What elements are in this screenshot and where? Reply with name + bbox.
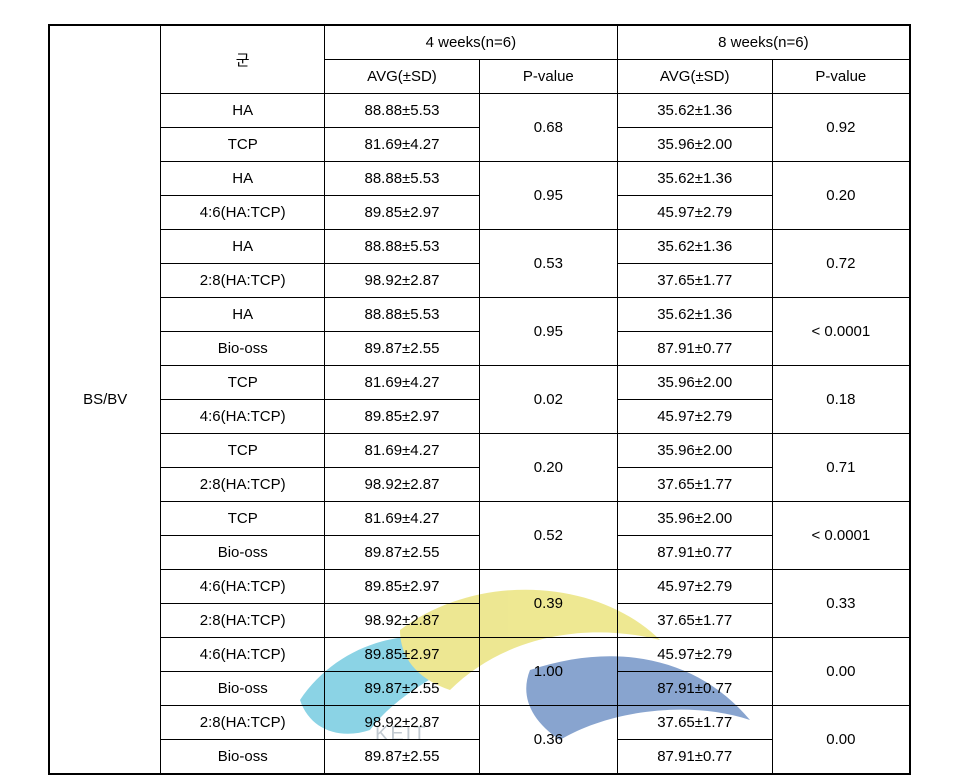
- avg-8w-cell: 87.91±0.77: [617, 332, 772, 366]
- pvalue-8w-cell: 0.72: [772, 230, 910, 298]
- group-cell: TCP: [161, 502, 325, 536]
- avg-4w-cell: 81.69±4.27: [325, 366, 480, 400]
- pvalue-4w-cell: 1.00: [479, 638, 617, 706]
- avg-4w-cell: 81.69±4.27: [325, 128, 480, 162]
- pvalue-8w-cell: 0.33: [772, 570, 910, 638]
- avg-8w-cell: 45.97±2.79: [617, 570, 772, 604]
- pvalue-4w-cell: 0.68: [479, 94, 617, 162]
- group-cell: 2:8(HA:TCP): [161, 468, 325, 502]
- avg-4w-cell: 89.87±2.55: [325, 672, 480, 706]
- avg-4w-cell: 89.87±2.55: [325, 536, 480, 570]
- pvalue-4w-cell: 0.52: [479, 502, 617, 570]
- avg-4w-cell: 98.92±2.87: [325, 706, 480, 740]
- avg-8w-header: AVG(±SD): [617, 60, 772, 94]
- group-header: 군: [161, 25, 325, 94]
- avg-4w-cell: 88.88±5.53: [325, 230, 480, 264]
- avg-4w-cell: 98.92±2.87: [325, 604, 480, 638]
- avg-8w-cell: 35.96±2.00: [617, 366, 772, 400]
- group-cell: Bio-oss: [161, 536, 325, 570]
- avg-8w-cell: 35.96±2.00: [617, 128, 772, 162]
- avg-4w-cell: 81.69±4.27: [325, 434, 480, 468]
- avg-8w-cell: 35.96±2.00: [617, 502, 772, 536]
- group-cell: 4:6(HA:TCP): [161, 570, 325, 604]
- pvalue-4w-cell: 0.95: [479, 298, 617, 366]
- avg-8w-cell: 45.97±2.79: [617, 196, 772, 230]
- group-cell: Bio-oss: [161, 740, 325, 775]
- stats-table: BS/BV군4 weeks(n=6)8 weeks(n=6)AVG(±SD)P-…: [48, 24, 911, 775]
- avg-4w-cell: 81.69±4.27: [325, 502, 480, 536]
- group-cell: TCP: [161, 434, 325, 468]
- pvalue-8w-cell: 0.00: [772, 706, 910, 775]
- pvalue-8w-cell: 0.92: [772, 94, 910, 162]
- pvalue-8w-cell: 0.20: [772, 162, 910, 230]
- pvalue-8w-header: P-value: [772, 60, 910, 94]
- avg-4w-cell: 89.85±2.97: [325, 570, 480, 604]
- group-cell: HA: [161, 230, 325, 264]
- avg-4w-cell: 89.85±2.97: [325, 638, 480, 672]
- avg-8w-cell: 35.96±2.00: [617, 434, 772, 468]
- pvalue-4w-header: P-value: [479, 60, 617, 94]
- row-header-label: BS/BV: [49, 25, 161, 774]
- group-cell: Bio-oss: [161, 672, 325, 706]
- avg-4w-cell: 89.85±2.97: [325, 400, 480, 434]
- pvalue-4w-cell: 0.36: [479, 706, 617, 775]
- group-cell: HA: [161, 162, 325, 196]
- avg-8w-cell: 45.97±2.79: [617, 400, 772, 434]
- group-cell: HA: [161, 298, 325, 332]
- pvalue-4w-cell: 0.95: [479, 162, 617, 230]
- group-cell: 2:8(HA:TCP): [161, 264, 325, 298]
- pvalue-4w-cell: 0.53: [479, 230, 617, 298]
- avg-4w-header: AVG(±SD): [325, 60, 480, 94]
- group-cell: TCP: [161, 128, 325, 162]
- group-cell: 2:8(HA:TCP): [161, 706, 325, 740]
- avg-4w-cell: 88.88±5.53: [325, 162, 480, 196]
- group-cell: TCP: [161, 366, 325, 400]
- pvalue-4w-cell: 0.20: [479, 434, 617, 502]
- pvalue-8w-cell: < 0.0001: [772, 502, 910, 570]
- avg-4w-cell: 98.92±2.87: [325, 264, 480, 298]
- avg-8w-cell: 35.62±1.36: [617, 162, 772, 196]
- period-8w-header: 8 weeks(n=6): [617, 25, 910, 60]
- pvalue-4w-cell: 0.02: [479, 366, 617, 434]
- pvalue-8w-cell: 0.00: [772, 638, 910, 706]
- avg-8w-cell: 45.97±2.79: [617, 638, 772, 672]
- avg-8w-cell: 87.91±0.77: [617, 672, 772, 706]
- group-cell: 2:8(HA:TCP): [161, 604, 325, 638]
- period-4w-header: 4 weeks(n=6): [325, 25, 618, 60]
- avg-4w-cell: 89.87±2.55: [325, 332, 480, 366]
- avg-8w-cell: 37.65±1.77: [617, 468, 772, 502]
- avg-8w-cell: 35.62±1.36: [617, 94, 772, 128]
- avg-4w-cell: 88.88±5.53: [325, 94, 480, 128]
- avg-8w-cell: 35.62±1.36: [617, 230, 772, 264]
- group-cell: Bio-oss: [161, 332, 325, 366]
- avg-8w-cell: 87.91±0.77: [617, 536, 772, 570]
- avg-8w-cell: 35.62±1.36: [617, 298, 772, 332]
- avg-4w-cell: 98.92±2.87: [325, 468, 480, 502]
- group-cell: 4:6(HA:TCP): [161, 638, 325, 672]
- pvalue-8w-cell: 0.18: [772, 366, 910, 434]
- group-cell: 4:6(HA:TCP): [161, 400, 325, 434]
- avg-8w-cell: 37.65±1.77: [617, 604, 772, 638]
- avg-4w-cell: 89.85±2.97: [325, 196, 480, 230]
- avg-8w-cell: 37.65±1.77: [617, 264, 772, 298]
- group-cell: HA: [161, 94, 325, 128]
- pvalue-4w-cell: 0.39: [479, 570, 617, 638]
- avg-8w-cell: 37.65±1.77: [617, 706, 772, 740]
- avg-4w-cell: 89.87±2.55: [325, 740, 480, 775]
- avg-4w-cell: 88.88±5.53: [325, 298, 480, 332]
- avg-8w-cell: 87.91±0.77: [617, 740, 772, 775]
- pvalue-8w-cell: < 0.0001: [772, 298, 910, 366]
- group-cell: 4:6(HA:TCP): [161, 196, 325, 230]
- pvalue-8w-cell: 0.71: [772, 434, 910, 502]
